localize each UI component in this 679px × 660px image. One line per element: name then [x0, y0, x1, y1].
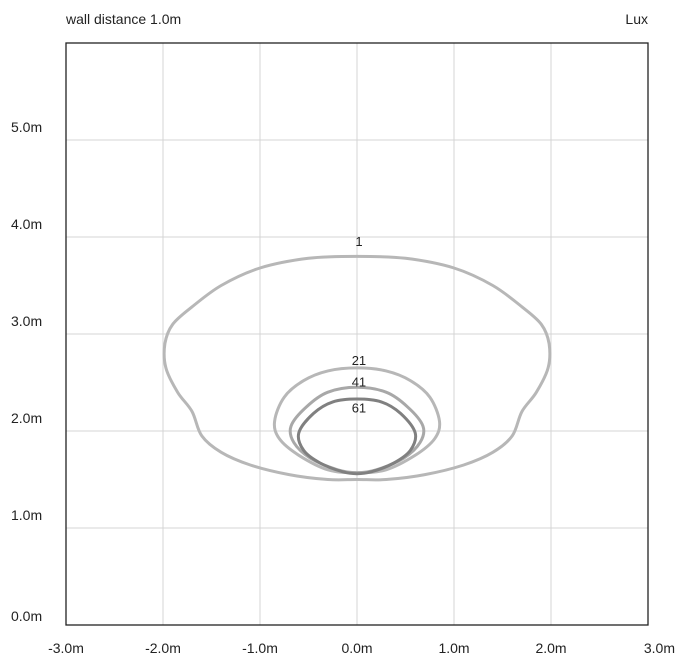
unit-label: Lux	[625, 11, 648, 27]
contour-line-61	[296, 397, 418, 476]
x-tick-label: -2.0m	[145, 640, 181, 656]
x-tick-label: 2.0m	[535, 640, 566, 656]
x-tick-label: -3.0m	[48, 640, 84, 656]
y-axis-ticks: 0.0m 1.0m 2.0m 3.0m 4.0m 5.0m	[11, 119, 42, 624]
x-tick-label: -1.0m	[242, 640, 278, 656]
contour-label-61: 61	[352, 401, 366, 416]
x-tick-label: 1.0m	[438, 640, 469, 656]
y-tick-label: 5.0m	[11, 119, 42, 135]
contour-labels: 1 21 41 61	[352, 234, 366, 416]
y-tick-label: 3.0m	[11, 313, 42, 329]
plot-frame	[65, 42, 649, 626]
y-tick-label: 4.0m	[11, 216, 42, 232]
y-tick-label: 1.0m	[11, 507, 42, 523]
x-tick-label: 0.0m	[341, 640, 372, 656]
contour-line-1	[162, 254, 552, 482]
y-tick-label: 0.0m	[11, 608, 42, 624]
contour-label-21: 21	[352, 353, 366, 368]
x-axis-ticks: -3.0m -2.0m -1.0m 0.0m 1.0m 2.0m 3.0m	[48, 640, 675, 656]
y-tick-label: 2.0m	[11, 410, 42, 426]
x-tick-label: 3.0m	[644, 640, 675, 656]
contour-label-41: 41	[352, 375, 366, 390]
grid-lines	[66, 43, 648, 625]
contour-lines	[162, 254, 552, 482]
contour-label-1: 1	[355, 234, 362, 249]
chart-subtitle: wall distance 1.0m	[66, 11, 182, 27]
